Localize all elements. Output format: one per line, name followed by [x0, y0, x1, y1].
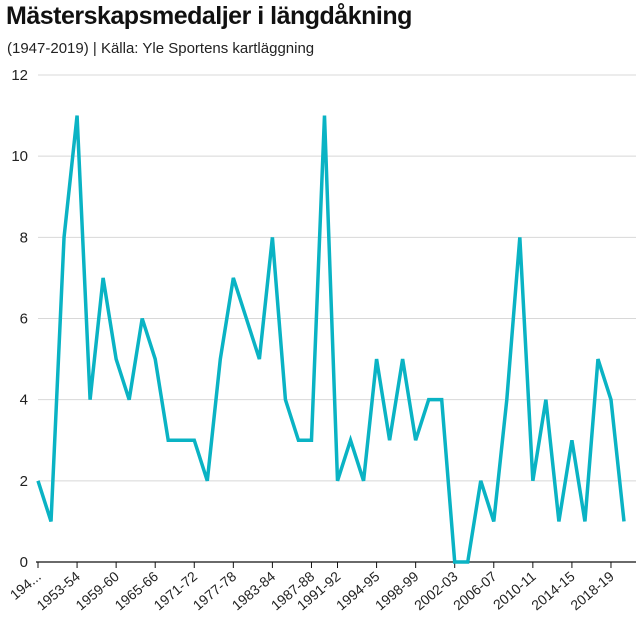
x-tick-label: 1977-78 [190, 568, 240, 613]
data-point[interactable] [139, 316, 145, 322]
x-tick-label: 2006-07 [450, 568, 500, 613]
data-point[interactable] [465, 559, 471, 565]
x-axis-ticks: 194...1953-541959-601965-661971-721977-7… [7, 562, 617, 613]
data-point[interactable] [282, 397, 288, 403]
data-point[interactable] [35, 478, 41, 484]
data-point[interactable] [100, 275, 106, 281]
y-axis-ticks: 0 2 4 6 8 10 12 [11, 67, 28, 571]
data-point[interactable] [400, 356, 406, 362]
x-tick-label: 1998-99 [372, 568, 422, 613]
data-point[interactable] [374, 356, 380, 362]
data-point[interactable] [204, 478, 210, 484]
data-point[interactable] [178, 437, 184, 443]
data-point[interactable] [439, 397, 445, 403]
y-tick-label: 4 [20, 392, 28, 409]
data-point[interactable] [152, 356, 158, 362]
data-point[interactable] [48, 518, 54, 524]
data-point[interactable] [621, 518, 627, 524]
y-tick-label: 10 [11, 148, 28, 165]
data-point[interactable] [126, 397, 132, 403]
chart-subtitle: (1947-2019) | Källa: Yle Sportens kartlä… [7, 40, 315, 57]
data-point[interactable] [165, 437, 171, 443]
data-point[interactable] [113, 356, 119, 362]
data-point[interactable] [256, 356, 262, 362]
data-point[interactable] [191, 437, 197, 443]
x-tick-label: 1965-66 [111, 568, 161, 613]
data-point[interactable] [61, 234, 67, 240]
data-point[interactable] [595, 356, 601, 362]
x-tick-label: 2018-19 [567, 568, 617, 613]
data-point[interactable] [608, 397, 614, 403]
data-point[interactable] [321, 113, 327, 119]
data-point[interactable] [413, 437, 419, 443]
data-point[interactable] [230, 275, 236, 281]
y-tick-label: 2 [20, 473, 28, 490]
data-point[interactable] [478, 478, 484, 484]
y-tick-label: 8 [20, 229, 28, 246]
data-point[interactable] [74, 113, 80, 119]
y-tick-label: 0 [20, 554, 28, 571]
data-point[interactable] [308, 437, 314, 443]
data-point[interactable] [426, 397, 432, 403]
x-tick-label: 2014-15 [528, 568, 578, 613]
data-point[interactable] [269, 234, 275, 240]
data-point[interactable] [569, 437, 575, 443]
x-tick-label: 1994-95 [333, 568, 383, 613]
chart-title: Mästerskapsmedaljer i längdåkning [6, 2, 412, 30]
data-point[interactable] [504, 397, 510, 403]
y-tick-label: 6 [20, 311, 28, 328]
data-point[interactable] [543, 397, 549, 403]
data-point[interactable] [582, 518, 588, 524]
data-point[interactable] [348, 437, 354, 443]
series-layer [35, 113, 627, 565]
y-tick-label: 12 [11, 67, 28, 84]
data-point[interactable] [295, 437, 301, 443]
data-point[interactable] [452, 559, 458, 565]
data-point[interactable] [530, 478, 536, 484]
data-point[interactable] [387, 437, 393, 443]
data-point[interactable] [491, 518, 497, 524]
data-point[interactable] [335, 478, 341, 484]
data-point[interactable] [87, 397, 93, 403]
x-tick-label: 1971-72 [151, 568, 201, 613]
data-point[interactable] [361, 478, 367, 484]
data-point[interactable] [243, 316, 249, 322]
x-tick-label: 1953-54 [33, 568, 83, 613]
series-line-medaljer [36, 115, 626, 564]
data-point[interactable] [517, 234, 523, 240]
data-point[interactable] [556, 518, 562, 524]
data-point[interactable] [217, 356, 223, 362]
